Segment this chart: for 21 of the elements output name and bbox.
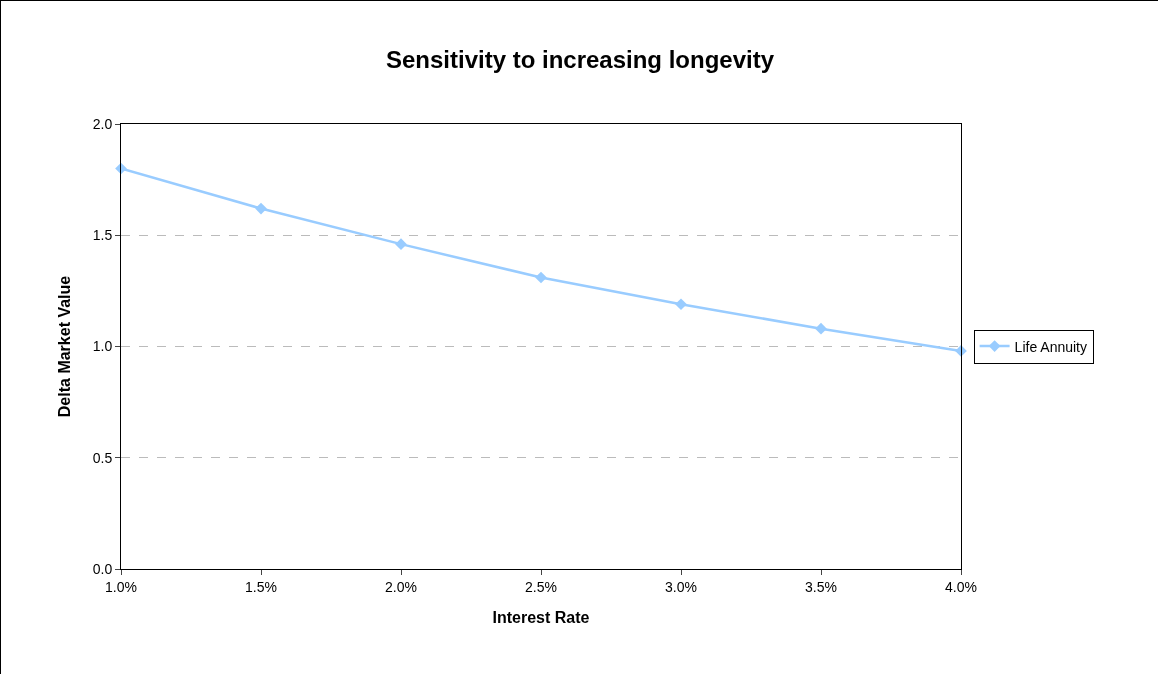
point <box>535 271 547 284</box>
x-tick-label: 4.0% <box>945 578 977 595</box>
x-tick-label: 2.5% <box>525 578 557 595</box>
point <box>115 162 127 175</box>
chart-title: Sensitivity to increasing longevity <box>385 46 775 74</box>
x-tick-label: 2.0% <box>385 578 417 595</box>
point <box>675 298 687 311</box>
x-tick-label: 3.0% <box>665 578 697 595</box>
y-tick-label: 2.0 <box>92 115 113 132</box>
x-axis-title: Interest Rate <box>492 609 590 627</box>
x-tick-label: 1.5% <box>245 578 277 595</box>
y-tick-label: 1.5 <box>92 227 113 244</box>
y-tick-label: 0.5 <box>92 449 113 466</box>
x-tick-label: 1.0% <box>105 578 137 595</box>
point <box>255 202 267 215</box>
legend-label: Life Annuity <box>1014 338 1087 355</box>
y-axis-title: Delta Market Value <box>55 275 73 418</box>
y-tick-label: 1.0 <box>92 338 113 355</box>
point <box>815 322 827 335</box>
x-tick-label: 3.5% <box>805 578 837 595</box>
y-tick-label: 0.0 <box>92 560 113 577</box>
